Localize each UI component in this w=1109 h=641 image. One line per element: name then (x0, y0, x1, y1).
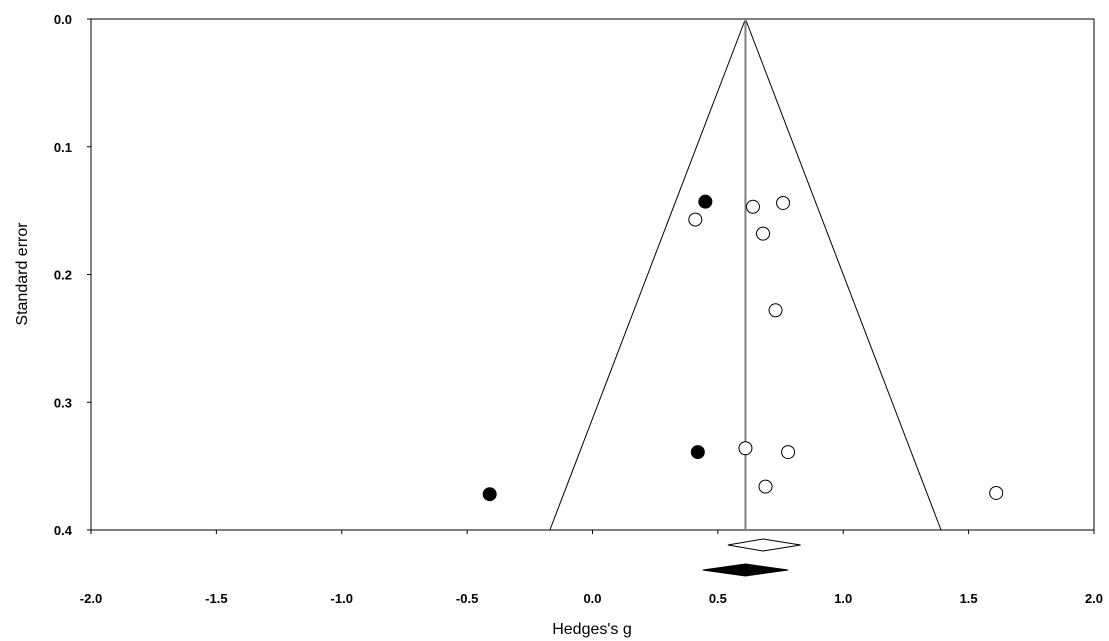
x-tick-label: 0.5 (709, 591, 727, 606)
filled-study-point (690, 445, 705, 460)
y-tick-label: 0.3 (54, 395, 72, 410)
x-tick-label: -1.5 (205, 591, 227, 606)
filled-study-point (698, 194, 713, 209)
ticks-layer: -2.0 -1.5 -1.0 -0.5 0.0 0.5 1.0 1.5 2.0 0.0 0.1 0.2… (54, 12, 1103, 606)
open-study-point (756, 226, 771, 241)
x-axis-title: Hedges's g (552, 621, 632, 638)
plot-frame (90, 18, 1095, 531)
x-tick-label: 1.5 (960, 591, 978, 606)
x-tick-label: 2.0 (1085, 591, 1103, 606)
x-tick-label: -0.5 (456, 591, 478, 606)
open-study-point (745, 199, 760, 214)
x-tick-label: 0.0 (583, 591, 601, 606)
y-tick-label: 0.1 (54, 140, 72, 155)
diamond-layer (702, 538, 801, 577)
funnel-left-line (549, 18, 746, 531)
open-study-point (768, 303, 783, 318)
summary-diamond-filled (702, 563, 789, 577)
open-study-point (758, 479, 773, 494)
y-tick-label: 0.2 (54, 268, 72, 283)
points-layer (482, 194, 1004, 502)
funnel-right-line (744, 18, 942, 531)
summary-diamond-open (727, 538, 801, 552)
open-study-point (688, 212, 703, 227)
x-tick-label: -1.0 (331, 591, 353, 606)
open-study-point (989, 485, 1004, 500)
open-study-point (776, 195, 791, 210)
y-tick-label: 0.0 (54, 12, 72, 27)
x-tick-label: 1.0 (834, 591, 852, 606)
open-study-point (781, 445, 796, 460)
open-study-point (738, 441, 753, 456)
x-tick-label: -2.0 (80, 591, 102, 606)
y-tick-label: 0.4 (54, 523, 73, 538)
filled-study-point (482, 487, 497, 502)
y-axis-title: Standard error (14, 222, 31, 326)
